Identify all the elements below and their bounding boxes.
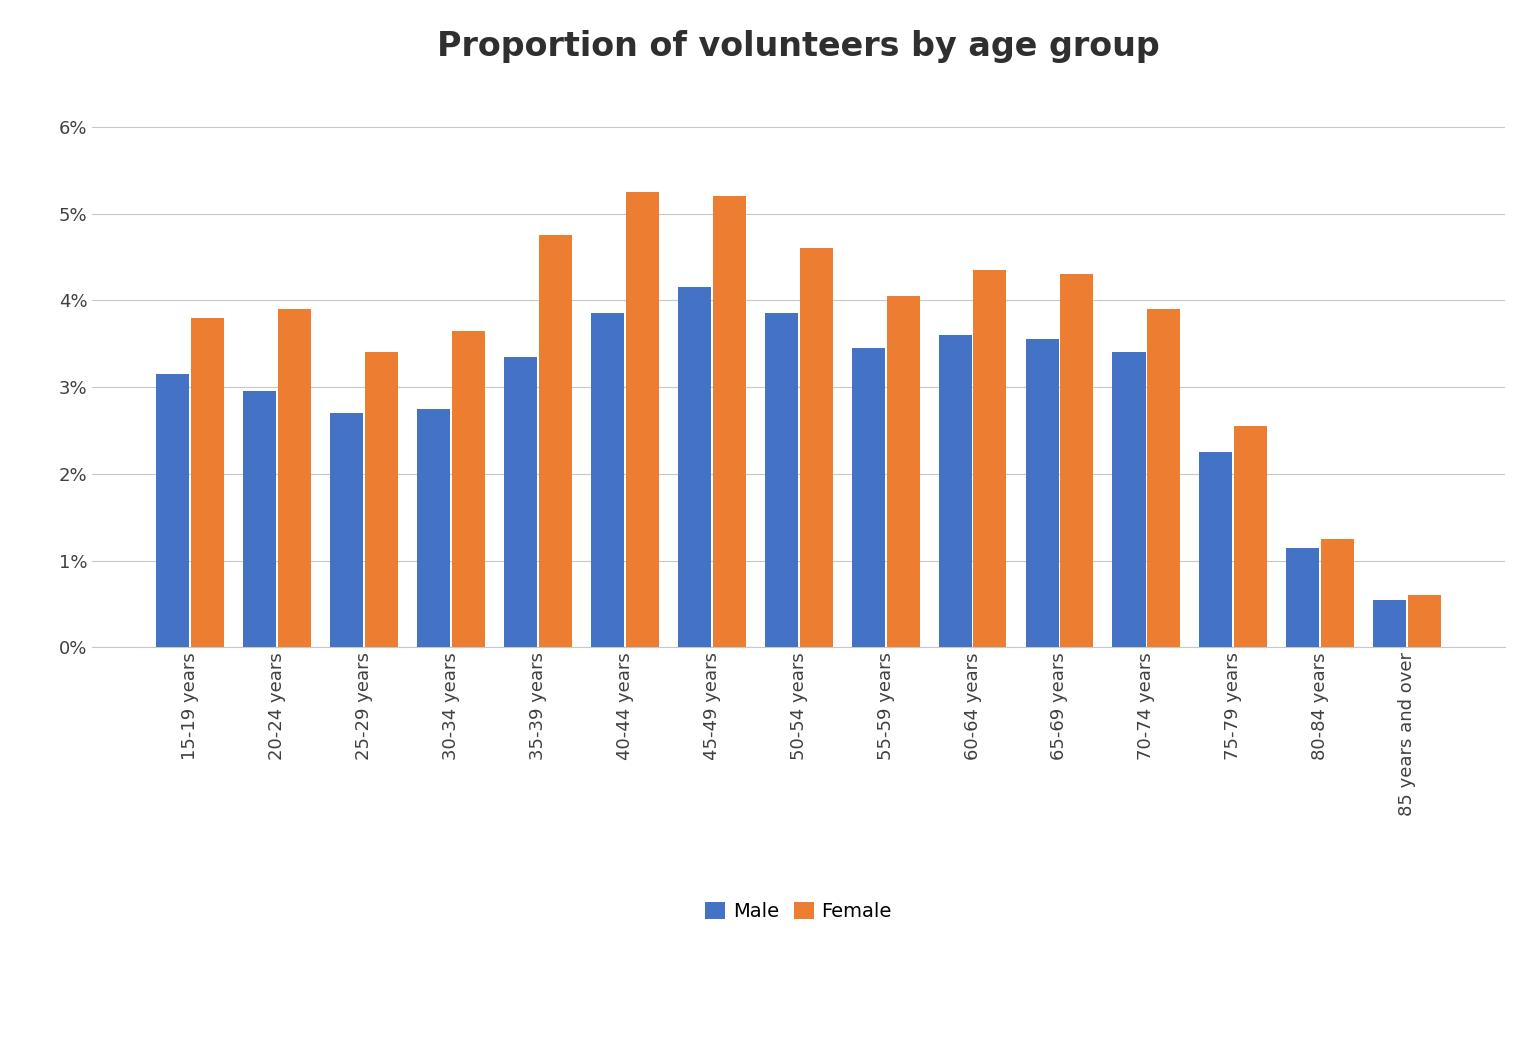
Bar — [278, 309, 312, 647]
Bar — [1112, 353, 1146, 647]
Bar — [190, 317, 224, 647]
Bar — [1147, 309, 1180, 647]
Bar — [1235, 426, 1267, 647]
Bar — [330, 413, 362, 647]
Bar — [591, 313, 624, 647]
Legend: Male, Female: Male, Female — [697, 894, 900, 929]
Bar — [800, 248, 833, 647]
Bar — [157, 374, 189, 647]
Bar — [539, 235, 571, 647]
Bar — [886, 296, 920, 647]
Bar — [1026, 339, 1058, 647]
Bar — [765, 313, 797, 647]
Title: Proportion of volunteers by age group: Proportion of volunteers by age group — [438, 29, 1160, 63]
Bar — [1286, 547, 1319, 647]
Bar — [1409, 595, 1441, 647]
Bar — [713, 196, 745, 647]
Bar — [677, 287, 711, 647]
Bar — [1060, 275, 1094, 647]
Bar — [852, 348, 885, 647]
Bar — [974, 270, 1006, 647]
Bar — [504, 357, 538, 647]
Bar — [1321, 539, 1355, 647]
Bar — [452, 331, 485, 647]
Bar — [1200, 452, 1232, 647]
Bar — [243, 392, 276, 647]
Bar — [418, 409, 450, 647]
Bar — [366, 353, 398, 647]
Bar — [625, 192, 659, 647]
Bar — [1373, 599, 1407, 647]
Bar — [938, 335, 972, 647]
